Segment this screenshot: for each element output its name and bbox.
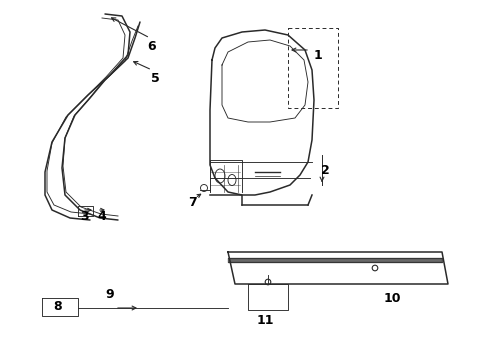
Text: 1: 1 <box>314 49 322 62</box>
Text: 11: 11 <box>256 314 274 327</box>
Text: 10: 10 <box>383 292 401 305</box>
Text: 3: 3 <box>80 210 88 222</box>
Text: 9: 9 <box>106 288 114 302</box>
Text: 4: 4 <box>98 210 106 222</box>
Text: 5: 5 <box>150 72 159 85</box>
Text: 2: 2 <box>320 163 329 176</box>
Text: 6: 6 <box>147 40 156 53</box>
Text: 7: 7 <box>188 195 196 208</box>
Text: 8: 8 <box>54 301 62 314</box>
